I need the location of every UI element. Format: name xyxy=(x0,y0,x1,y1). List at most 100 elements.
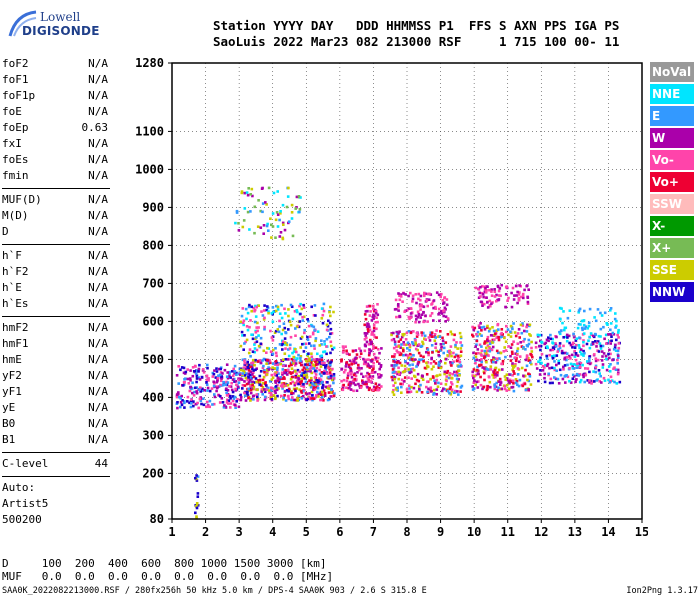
echo-point xyxy=(446,389,450,393)
echo-point xyxy=(455,372,459,376)
echo-point xyxy=(233,364,237,368)
echo-point xyxy=(251,194,254,198)
echo-point xyxy=(364,317,368,321)
echo-point xyxy=(435,291,439,294)
param-row-foe: foE N/A xyxy=(2,104,110,120)
echo-point xyxy=(318,368,321,372)
echo-point xyxy=(439,349,442,352)
echo-point xyxy=(242,369,245,372)
echo-point xyxy=(226,389,230,392)
echo-point xyxy=(180,366,184,369)
echo-point xyxy=(497,289,501,293)
echo-point xyxy=(419,298,422,302)
echo-point xyxy=(273,331,277,334)
echo-point xyxy=(363,323,366,327)
echo-point xyxy=(248,228,251,231)
echo-point xyxy=(370,333,373,336)
logo-swoosh-icon xyxy=(8,10,37,37)
echo-point xyxy=(347,383,351,386)
echo-point xyxy=(295,325,299,329)
echo-point xyxy=(397,372,401,376)
echo-point xyxy=(246,210,250,214)
echo-point xyxy=(399,382,402,386)
echo-point xyxy=(476,334,479,338)
echo-point xyxy=(176,393,179,396)
echo-point xyxy=(300,307,304,311)
echo-point xyxy=(523,374,527,378)
echo-point xyxy=(587,321,591,325)
echo-point xyxy=(514,378,518,381)
echo-point xyxy=(274,385,278,388)
echo-point xyxy=(313,376,317,379)
param-row-fmin: fmin N/A xyxy=(2,168,110,184)
echo-point xyxy=(298,320,302,323)
echo-point xyxy=(310,371,313,375)
echo-point xyxy=(581,328,584,332)
echo-point xyxy=(402,341,405,344)
echo-point xyxy=(372,352,376,356)
echo-point xyxy=(179,368,182,372)
echo-point xyxy=(344,365,348,368)
echo-point xyxy=(404,360,407,363)
echo-point xyxy=(362,375,365,378)
echo-point xyxy=(592,370,595,373)
param-label: B1 xyxy=(2,433,16,446)
echo-point xyxy=(316,386,320,390)
echo-point xyxy=(281,364,285,368)
echo-point xyxy=(243,191,246,195)
echo-point xyxy=(322,309,326,313)
echo-point xyxy=(404,343,408,347)
echo-point xyxy=(199,399,203,402)
echo-point xyxy=(287,394,290,398)
echo-point xyxy=(344,368,347,372)
echo-point xyxy=(392,355,396,358)
echo-point xyxy=(274,371,277,374)
echo-point xyxy=(313,329,316,332)
echo-point xyxy=(614,368,618,371)
echo-point xyxy=(396,386,399,389)
echo-point xyxy=(357,366,361,370)
echo-point xyxy=(303,342,306,346)
echo-point xyxy=(265,384,268,387)
echo-point xyxy=(295,350,298,354)
echo-point xyxy=(519,323,523,327)
param-label: C-level xyxy=(2,457,49,470)
echo-point xyxy=(328,384,331,388)
echo-point xyxy=(299,363,303,367)
echo-point xyxy=(432,306,435,310)
echo-point xyxy=(277,377,281,380)
echo-point xyxy=(308,335,312,338)
echo-point xyxy=(580,326,584,330)
y-tick-label: 800 xyxy=(142,238,164,252)
echo-point xyxy=(496,322,500,326)
echo-point xyxy=(527,359,531,362)
echo-point xyxy=(375,336,378,339)
echo-point xyxy=(231,390,235,394)
echo-point xyxy=(272,191,276,195)
param-value: N/A xyxy=(88,225,108,238)
echo-point xyxy=(424,292,428,296)
echo-point xyxy=(446,354,449,357)
echo-point xyxy=(302,366,306,369)
echo-point xyxy=(267,389,271,392)
echo-point xyxy=(271,387,275,390)
echo-point xyxy=(329,374,333,378)
echo-point xyxy=(352,360,356,363)
echo-point xyxy=(195,479,199,482)
echo-point xyxy=(617,328,620,332)
echo-point xyxy=(439,295,442,299)
echo-point xyxy=(594,359,598,363)
echo-point xyxy=(371,331,374,335)
echo-point xyxy=(553,376,556,379)
echo-point xyxy=(249,388,253,392)
echo-point xyxy=(197,367,201,371)
echo-point xyxy=(274,360,278,363)
echo-point xyxy=(563,328,566,332)
echo-point xyxy=(271,366,274,369)
echo-point xyxy=(374,388,377,392)
echo-point xyxy=(472,387,476,390)
echo-point xyxy=(264,201,267,204)
echo-point xyxy=(497,328,500,331)
echo-point xyxy=(414,343,418,346)
echo-point xyxy=(215,380,219,384)
